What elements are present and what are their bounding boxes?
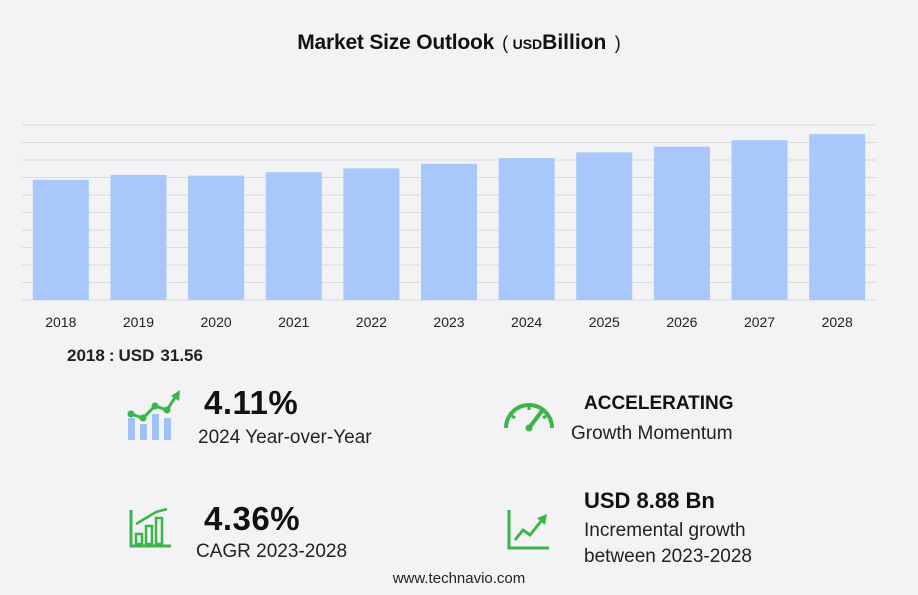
bar-chart: 2018 2019 2020 2021 2022 2023 2024 2025 2026 2027… — [22, 124, 876, 330]
bar-2022 — [343, 168, 400, 300]
speedometer-icon — [504, 403, 554, 432]
momentum-label: Growth Momentum — [571, 423, 733, 444]
x-tick-label: 2026 — [666, 314, 697, 330]
bar-2023 — [421, 163, 477, 300]
base-currency: USD — [118, 346, 155, 365]
cagr-label: CAGR 2023-2028 — [196, 541, 348, 562]
bar-2026 — [653, 146, 710, 300]
x-tick-label: 2023 — [433, 314, 464, 330]
footer-url: www.technavio.com — [392, 570, 526, 587]
x-tick-label: 2020 — [201, 314, 232, 330]
x-tick-label: 2022 — [356, 314, 387, 330]
x-tick-label: 2024 — [511, 314, 542, 330]
title-paren-open: ( — [502, 33, 509, 53]
bar-2025 — [576, 152, 633, 300]
incremental-label-1: Incremental growth — [584, 520, 746, 541]
title-unit: Billion — [542, 31, 607, 54]
bar-2028 — [809, 134, 866, 300]
bar-2019 — [110, 174, 167, 300]
line-trend-icon — [507, 510, 549, 550]
bar-2020 — [188, 175, 245, 300]
cagr-value: 4.36% — [204, 500, 301, 537]
x-tick-label: 2018 — [45, 314, 76, 330]
bar-2027 — [731, 140, 788, 300]
incremental-label-2: between 2023-2028 — [584, 546, 752, 567]
x-tick-label: 2019 — [123, 314, 154, 330]
yoy-value: 4.11% — [204, 384, 299, 421]
title-paren-close: ) — [614, 33, 621, 53]
bar-2024 — [498, 158, 555, 300]
x-tick-label: 2027 — [744, 314, 775, 330]
x-tick-label: 2028 — [822, 314, 853, 330]
base-value: 31.56 — [160, 346, 203, 365]
growth-chart-icon — [129, 508, 171, 548]
title-currency: USD — [512, 36, 543, 52]
x-tick-label: 2025 — [589, 314, 620, 330]
bar-2018 — [32, 179, 89, 300]
chart-title: Market Size Outlook ( USDBillion ) — [0, 31, 918, 55]
base-year: 2018 — [67, 346, 105, 365]
title-main: Market Size Outlook — [297, 31, 495, 54]
bar-trend-icon — [127, 390, 180, 440]
incremental-value: USD 8.88 Bn — [584, 488, 715, 513]
bar-2021 — [265, 172, 322, 300]
base-separator: : — [108, 346, 115, 365]
yoy-label: 2024 Year-over-Year — [198, 427, 372, 448]
x-tick-label: 2021 — [278, 314, 309, 330]
momentum-value: ACCELERATING — [584, 393, 734, 414]
base-year-value: 2018: USD 31.56 — [67, 346, 203, 366]
